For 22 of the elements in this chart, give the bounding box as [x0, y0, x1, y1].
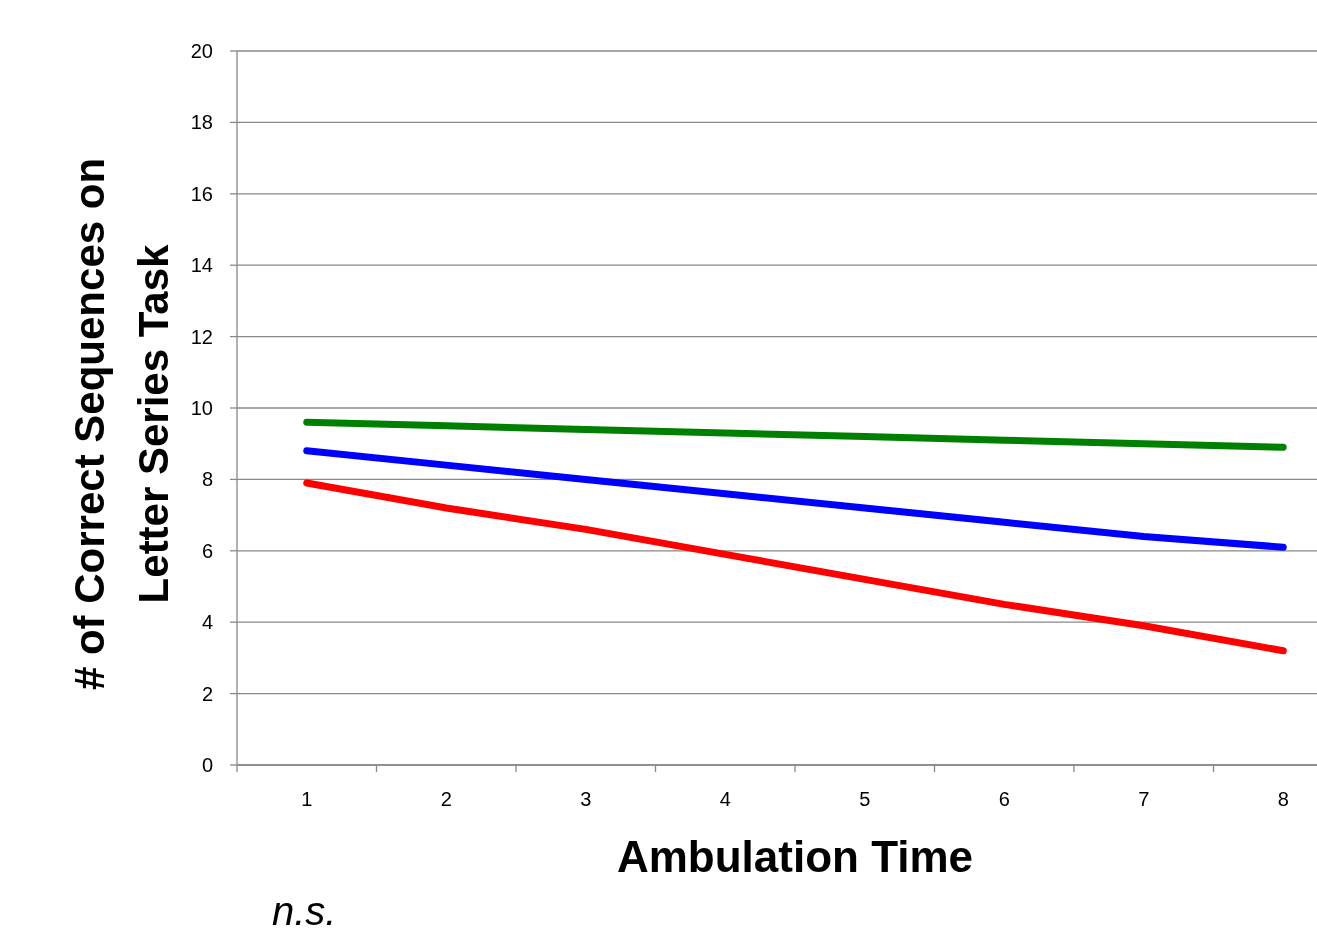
- x-tick-label: 2: [440, 788, 452, 810]
- y-tick-label: 2: [201, 682, 213, 705]
- x-axis-title: Ambulation Time: [616, 832, 974, 881]
- x-tick-label: 5: [859, 788, 871, 810]
- x-tick-label: 7: [1138, 788, 1150, 810]
- y-tick-label: 4: [201, 611, 213, 634]
- y-tick-label: 12: [190, 325, 213, 348]
- y-tick-label: 14: [190, 254, 213, 277]
- y-tick-label: 6: [201, 539, 213, 562]
- y-axis-title: # of Correct Sequences on Letter Series Task: [66, 157, 177, 691]
- y-tick-label: 18: [190, 111, 213, 134]
- y-tick-label: 16: [190, 182, 213, 205]
- x-tick-label: 8: [1277, 788, 1289, 810]
- text: n.s.: [272, 889, 337, 933]
- y-tick-label: 10: [190, 397, 213, 419]
- x-tick-label: 6: [998, 788, 1010, 810]
- x-tick-label: 4: [719, 788, 731, 810]
- y-tick-label: 8: [201, 468, 213, 491]
- x-tick-label: 1: [301, 788, 313, 810]
- y-tick-label: 20: [190, 40, 213, 62]
- y-tick-label: 0: [201, 754, 213, 776]
- x-tick-label: 3: [580, 788, 592, 810]
